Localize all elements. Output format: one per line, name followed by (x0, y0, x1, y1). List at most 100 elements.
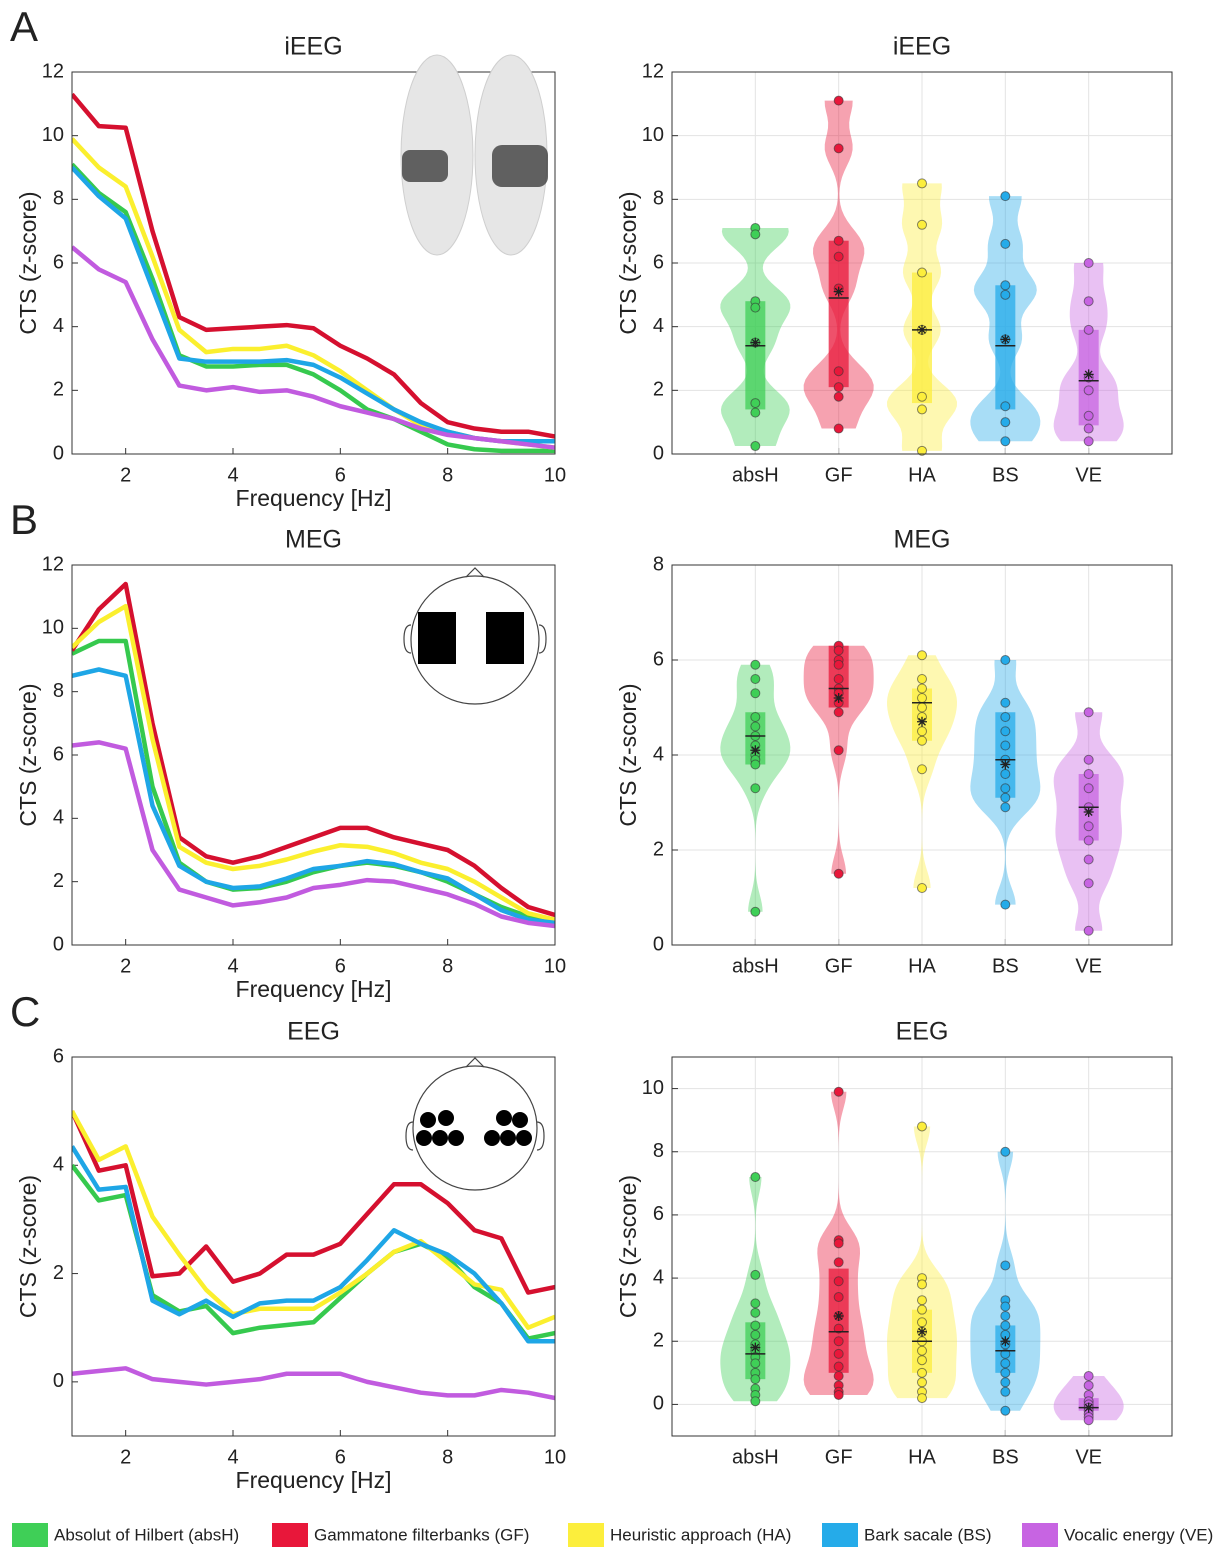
series-line (72, 245, 555, 450)
data-point (1083, 324, 1094, 335)
x-tick-label: absH (732, 955, 779, 977)
data-point (1000, 238, 1011, 249)
y-tick-label: 6 (53, 743, 64, 765)
y-tick-label: 10 (642, 124, 664, 146)
data-point (1083, 821, 1094, 832)
data-point (917, 683, 927, 694)
data-point (833, 659, 844, 670)
y-tick-label: 10 (42, 124, 64, 146)
mean-marker (1000, 759, 1011, 770)
y-tick-label: 12 (42, 553, 64, 575)
data-point (1000, 1301, 1011, 1312)
data-point (833, 1257, 844, 1268)
data-point (917, 1355, 927, 1366)
mean-marker (833, 693, 844, 703)
y-tick-label: 0 (53, 442, 64, 464)
data-point (750, 1172, 761, 1183)
data-point (1000, 697, 1011, 708)
data-point (750, 674, 761, 684)
mean-marker (833, 286, 844, 297)
data-point (750, 407, 761, 418)
data-point (1000, 1386, 1011, 1397)
axes-frame (71, 564, 556, 946)
y-tick-label: 4 (653, 1266, 664, 1288)
y-tick-label: 8 (53, 680, 64, 702)
data-point (750, 688, 761, 699)
x-tick-label: 6 (335, 464, 346, 486)
x-tick-label: 8 (442, 464, 453, 486)
data-point (1083, 1380, 1094, 1391)
data-point (833, 1323, 844, 1334)
data-point (917, 391, 927, 402)
y-tick-label: 8 (653, 553, 664, 575)
mean-marker (1083, 369, 1094, 380)
data-point (1000, 1367, 1011, 1378)
y-tick-label: 4 (653, 743, 664, 765)
data-point (750, 229, 761, 240)
axes-frame (671, 71, 1173, 455)
data-point (750, 712, 761, 722)
x-tick-label: GF (825, 464, 853, 486)
brain-inset (400, 54, 548, 256)
legend-swatch (568, 1523, 604, 1547)
y-tick-label: 2 (53, 870, 64, 892)
data-point (1083, 1370, 1094, 1381)
data-point (917, 1393, 927, 1404)
data-point (917, 267, 927, 278)
y-tick-label: 4 (53, 1154, 64, 1176)
y-tick-label: 6 (53, 251, 64, 273)
data-point (833, 1238, 844, 1249)
data-point (833, 1361, 844, 1372)
box (912, 272, 932, 404)
x-tick-label: BS (992, 955, 1019, 977)
chart-title: EEG (287, 1018, 340, 1046)
axes-frame (671, 1056, 1173, 1437)
data-point (1000, 417, 1011, 428)
data-point (917, 702, 927, 713)
mean-marker (917, 1326, 927, 1337)
y-tick-label: 12 (642, 60, 664, 82)
y-tick-label: 12 (42, 60, 64, 82)
data-point (833, 1370, 844, 1381)
mean-marker (1083, 807, 1094, 817)
mean-marker (1083, 1402, 1094, 1413)
data-point (1000, 740, 1011, 751)
data-point (917, 178, 927, 189)
legend-label: Heuristic approach (HA) (610, 1525, 791, 1544)
data-point (1000, 726, 1011, 737)
y-tick-label: 6 (653, 648, 664, 670)
y-tick-label: 10 (42, 617, 64, 639)
data-point (917, 1121, 927, 1132)
data-point (750, 759, 761, 770)
data-point (1083, 925, 1094, 936)
mean-marker (750, 745, 761, 756)
data-point (917, 1279, 927, 1290)
chart-title: EEG (896, 1018, 949, 1046)
data-point (1000, 289, 1011, 300)
y-tick-label: 2 (53, 379, 64, 401)
data-point (1000, 1146, 1011, 1157)
data-point (917, 1295, 927, 1306)
x-tick-label: GF (825, 955, 853, 977)
data-point (1083, 854, 1094, 865)
data-point (1083, 423, 1094, 434)
data-point (1083, 878, 1094, 889)
data-point (750, 398, 761, 409)
y-axis-label: CTS (z-score) (615, 1175, 641, 1318)
y-tick-label: 0 (653, 933, 664, 955)
data-point (833, 143, 844, 154)
y-axis-label: CTS (z-score) (615, 683, 641, 826)
x-tick-label: 6 (335, 955, 346, 977)
y-tick-label: 10 (642, 1077, 664, 1099)
data-point (1000, 1320, 1011, 1331)
x-tick-label: 10 (544, 955, 566, 977)
legend-label: Bark sacale (BS) (864, 1525, 992, 1544)
legend-label: Gammatone filterbanks (GF) (314, 1525, 529, 1544)
data-point (833, 707, 844, 718)
x-tick-label: GF (825, 1446, 853, 1468)
x-tick-label: BS (992, 1446, 1019, 1468)
y-axis-label: CTS (z-score) (15, 1175, 41, 1318)
x-tick-label: 6 (335, 1446, 346, 1468)
y-axis-label: CTS (z-score) (15, 191, 41, 334)
data-point (833, 1086, 844, 1097)
